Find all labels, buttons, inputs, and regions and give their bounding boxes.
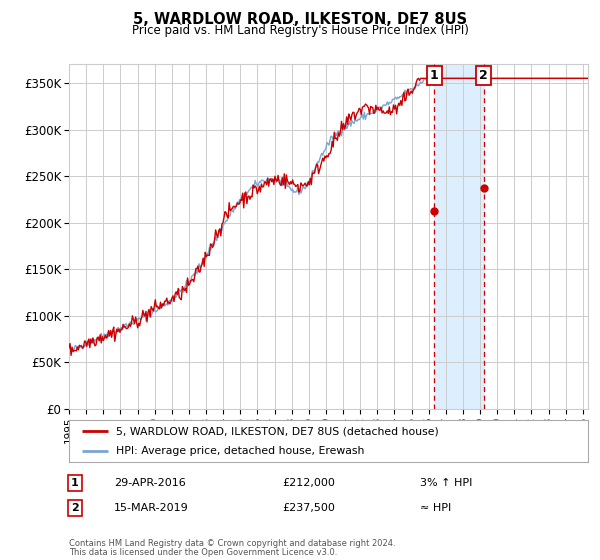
Text: HPI: Average price, detached house, Erewash: HPI: Average price, detached house, Erew… [116, 446, 364, 456]
Text: 1: 1 [430, 69, 439, 82]
Text: Price paid vs. HM Land Registry's House Price Index (HPI): Price paid vs. HM Land Registry's House … [131, 24, 469, 37]
Text: 5, WARDLOW ROAD, ILKESTON, DE7 8US (detached house): 5, WARDLOW ROAD, ILKESTON, DE7 8US (deta… [116, 426, 439, 436]
Text: This data is licensed under the Open Government Licence v3.0.: This data is licensed under the Open Gov… [69, 548, 337, 557]
Text: 3% ↑ HPI: 3% ↑ HPI [420, 478, 472, 488]
Text: 2: 2 [479, 69, 488, 82]
Text: £212,000: £212,000 [282, 478, 335, 488]
Text: 1: 1 [71, 478, 79, 488]
Text: 15-MAR-2019: 15-MAR-2019 [114, 503, 189, 513]
Text: 2: 2 [71, 503, 79, 513]
Text: 29-APR-2016: 29-APR-2016 [114, 478, 186, 488]
Text: Contains HM Land Registry data © Crown copyright and database right 2024.: Contains HM Land Registry data © Crown c… [69, 539, 395, 548]
Text: 5, WARDLOW ROAD, ILKESTON, DE7 8US: 5, WARDLOW ROAD, ILKESTON, DE7 8US [133, 12, 467, 27]
Text: ≈ HPI: ≈ HPI [420, 503, 451, 513]
Bar [434, 64, 484, 409]
Text: £237,500: £237,500 [282, 503, 335, 513]
